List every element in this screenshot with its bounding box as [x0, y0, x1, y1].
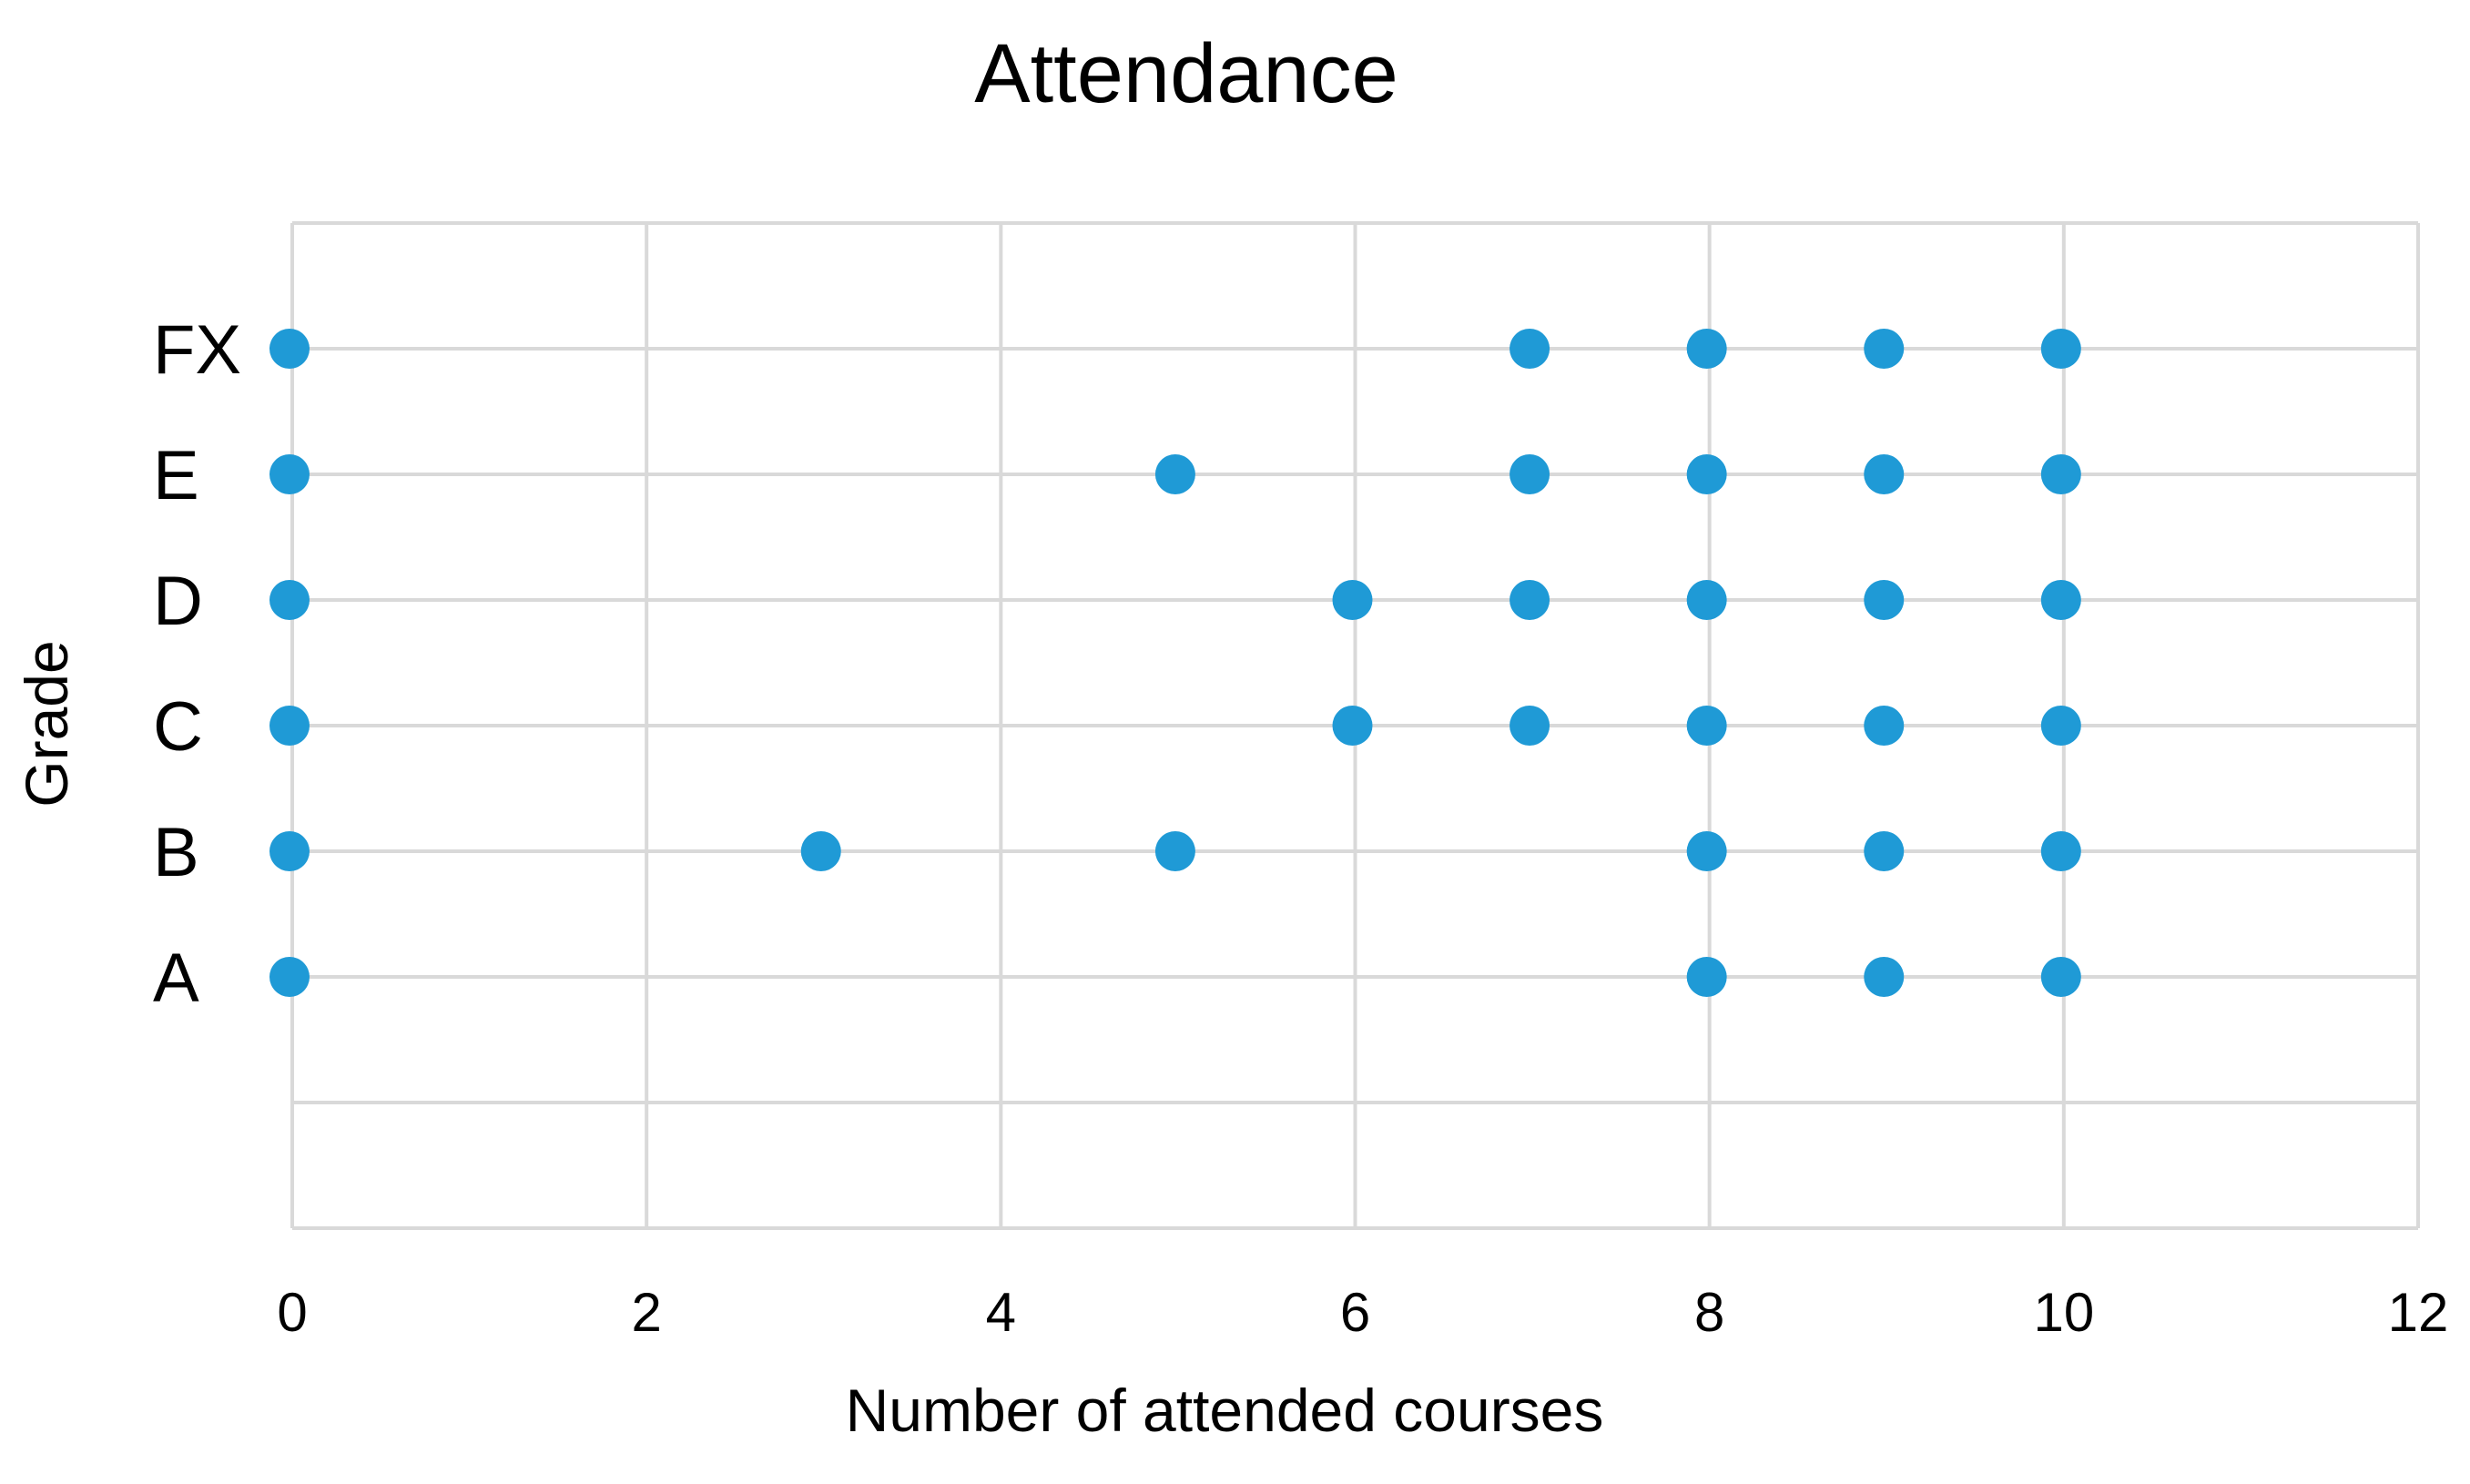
data-point	[2040, 454, 2081, 494]
x-tick-label: 8	[1694, 1282, 1724, 1343]
x-tick-label: 6	[1340, 1282, 1370, 1343]
data-point	[1864, 706, 1905, 746]
y-category-label: C	[153, 688, 203, 766]
data-point	[1686, 957, 1727, 997]
x-tick-label: 0	[277, 1282, 307, 1343]
y-category-label: FX	[153, 311, 241, 389]
x-tick-label: 12	[2388, 1282, 2449, 1343]
data-point	[2040, 580, 2081, 620]
data-point	[269, 957, 310, 997]
x-tick-label: 10	[2033, 1282, 2094, 1343]
data-points	[269, 329, 2081, 997]
data-point	[800, 831, 841, 871]
data-point	[1509, 580, 1550, 620]
y-category-label: D	[153, 563, 203, 640]
data-point	[269, 706, 310, 746]
data-point	[1509, 329, 1550, 369]
x-tick-label: 2	[631, 1282, 661, 1343]
data-point	[1332, 580, 1373, 620]
data-point	[269, 580, 310, 620]
data-point	[269, 329, 310, 369]
data-point	[1509, 706, 1550, 746]
data-point	[1686, 831, 1727, 871]
data-point	[2040, 329, 2081, 369]
y-axis-title: Grade	[13, 640, 80, 807]
data-point	[1864, 454, 1905, 494]
data-point	[1332, 706, 1373, 746]
data-point	[1864, 329, 1905, 369]
data-point	[1509, 454, 1550, 494]
y-category-label: B	[153, 814, 199, 891]
x-tick-labels: 0 2 4 6 8 10 12	[277, 1282, 2448, 1343]
data-point	[269, 831, 310, 871]
data-point	[1686, 580, 1727, 620]
data-point	[1686, 329, 1727, 369]
x-tick-label: 4	[986, 1282, 1016, 1343]
data-point	[2040, 831, 2081, 871]
data-point	[1154, 831, 1195, 871]
y-category-label: E	[153, 437, 199, 514]
data-point	[2040, 957, 2081, 997]
data-point	[1864, 957, 1905, 997]
data-point	[269, 454, 310, 494]
data-point	[1686, 454, 1727, 494]
data-point	[1686, 706, 1727, 746]
data-point	[1864, 831, 1905, 871]
chart-title: Attendance	[974, 27, 1398, 120]
data-point	[1154, 454, 1195, 494]
x-axis-title: Number of attended courses	[846, 1377, 1604, 1444]
data-point	[2040, 706, 2081, 746]
data-point	[1864, 580, 1905, 620]
y-category-label: A	[153, 940, 199, 1017]
